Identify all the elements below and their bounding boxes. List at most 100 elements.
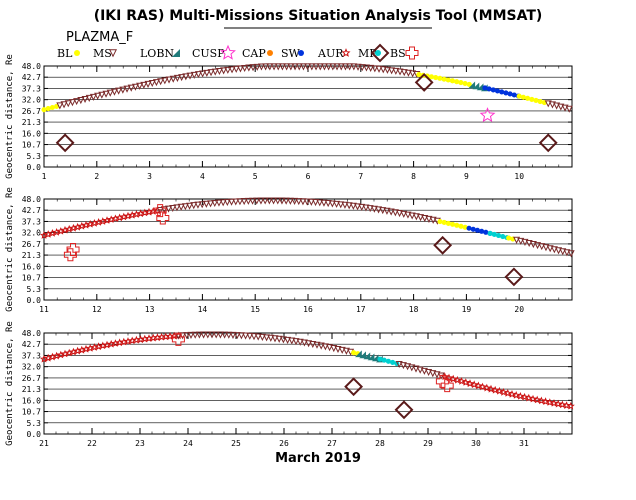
- orbit-point-bl: [462, 224, 468, 230]
- orbit-point-ms: [115, 87, 123, 95]
- orbit-point-bl: [520, 94, 526, 100]
- orbit-point-ms: [241, 64, 249, 73]
- chart-panels: 0.05.310.716.021.326.732.037.342.748.01 2…: [5, 54, 575, 448]
- orbit-point-ms: [546, 245, 554, 253]
- orbit-point-ms: [300, 339, 308, 347]
- orbit-point-ms: [316, 63, 324, 71]
- orbit-point-sw: [470, 226, 476, 232]
- orbit-point-ms: [270, 197, 278, 205]
- y-tick-label: 10.7: [22, 274, 41, 283]
- y-tick-label: 16.0: [22, 262, 41, 271]
- orbit-point-ms: [211, 68, 219, 76]
- orbit-point-ms: [94, 92, 102, 100]
- orbit-point-ms: [295, 198, 303, 206]
- orbit-point-ms: [245, 64, 253, 72]
- orbit-point-ms: [548, 101, 556, 109]
- orbit-point-mp: [377, 356, 383, 362]
- orbit-point-ms: [400, 69, 408, 77]
- orbit-point-aur: [562, 401, 571, 409]
- orbit-point-ms: [328, 200, 336, 208]
- y-tick-label: 37.3: [22, 217, 41, 226]
- orbit-point-ms: [555, 247, 563, 255]
- orbit-point-ms: [278, 63, 286, 71]
- orbit-point-aur: [528, 394, 538, 403]
- orbit-point-ms: [299, 63, 307, 71]
- orbit-point-ms: [329, 63, 337, 71]
- orbit-point-aur: [533, 395, 542, 404]
- orbit-point-ms: [249, 64, 257, 72]
- orbit-point-ms: [240, 198, 248, 206]
- y-tick-label: 21.3: [22, 385, 41, 394]
- orbit-point-ms: [517, 237, 525, 245]
- marker-out: [171, 332, 185, 346]
- orbit-point-ms: [337, 201, 345, 209]
- orbit-point-ms: [56, 102, 64, 110]
- orbit-point-ms: [291, 63, 299, 71]
- orbit-point-ms: [216, 331, 224, 339]
- legend-symbol-aur: [341, 48, 351, 57]
- orbit-point-ms: [375, 206, 383, 214]
- orbit-point-ms: [152, 79, 160, 87]
- orbit-point-ms: [187, 331, 195, 339]
- legend-label-sw: SW: [281, 47, 301, 60]
- orbit-point-ms: [242, 332, 250, 340]
- orbit-point-ms: [169, 75, 177, 83]
- orbit-point-ms: [313, 341, 321, 349]
- orbit-point-ms: [529, 241, 537, 249]
- orbit-point-ms: [233, 332, 241, 340]
- orbit-point-ms: [337, 63, 345, 71]
- orbit-point-ms: [561, 104, 569, 112]
- orbit-point-ms: [375, 65, 383, 73]
- x-tick-label: 29: [423, 439, 433, 448]
- orbit-point-ms: [408, 212, 416, 220]
- orbit-point-ms: [60, 101, 68, 109]
- orbit-point-ms: [131, 83, 139, 91]
- orbit-point-aur: [558, 400, 567, 409]
- x-tick-label: 25: [231, 439, 241, 448]
- mission-name: PLAZMA_F: [66, 30, 133, 45]
- orbit-point-ms: [232, 198, 240, 206]
- orbit-point-ms: [186, 72, 194, 80]
- orbit-point-aur: [503, 389, 512, 397]
- orbit-point-ms: [408, 364, 416, 372]
- x-tick-label: 18: [409, 305, 419, 314]
- orbit-point-ms: [370, 205, 378, 213]
- legend-symbol-cap: [267, 50, 273, 56]
- orbit-point-ms: [110, 88, 118, 96]
- orbit-point-ms: [173, 74, 181, 82]
- orbit-point-ms: [178, 74, 186, 82]
- orbit-point-ms: [287, 63, 295, 71]
- orbit-track: [41, 63, 573, 113]
- orbit-point-ms: [173, 204, 181, 212]
- orbit-point-ms: [429, 370, 437, 378]
- orbit-point-ms: [404, 363, 412, 371]
- orbit-point-ms: [559, 248, 567, 256]
- orbit-point-ms: [429, 216, 437, 224]
- orbit-point-bl: [506, 235, 512, 241]
- orbit-point-ms: [253, 63, 261, 71]
- x-tick-label: 27: [327, 439, 337, 448]
- orbit-point-ms: [399, 362, 407, 370]
- orbit-point-mp: [487, 230, 493, 236]
- orbit-point-ms: [169, 204, 177, 213]
- orbit-point-ms: [345, 202, 353, 210]
- orbit-point-bl: [437, 75, 443, 81]
- orbit-point-ms: [215, 199, 223, 207]
- orbit-point-aur: [554, 399, 563, 408]
- x-tick-label: 3: [147, 172, 152, 181]
- orbit-point-bl: [437, 218, 443, 225]
- orbit-point-ms: [542, 244, 550, 252]
- orbit-point-ms: [257, 197, 265, 205]
- y-tick-label: 48.0: [22, 329, 41, 338]
- orbit-point-ms: [127, 84, 135, 92]
- orbit-point-ms: [182, 73, 190, 81]
- orbit-point-ms: [89, 93, 97, 101]
- orbit-point-ms: [338, 346, 346, 354]
- orbit-point-lobn: [476, 83, 484, 91]
- orbit-point-lobn: [367, 353, 375, 361]
- orbit-point-lobn: [371, 354, 379, 362]
- legend-label-lobn: LOBN: [140, 47, 174, 60]
- orbit-point-aur: [545, 398, 554, 406]
- orbit-point-ms: [229, 331, 237, 339]
- orbit-point-ms: [358, 203, 366, 211]
